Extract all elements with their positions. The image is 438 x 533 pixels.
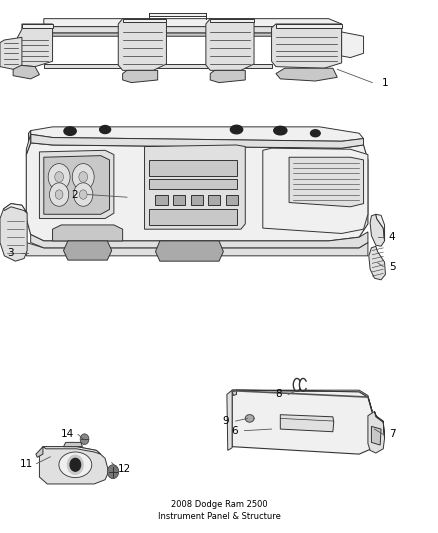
Polygon shape [39,447,109,484]
Polygon shape [245,415,254,422]
Polygon shape [64,442,82,447]
Polygon shape [44,27,342,37]
Polygon shape [263,148,368,233]
Polygon shape [369,246,385,280]
Ellipse shape [230,125,243,134]
Polygon shape [149,160,237,176]
Polygon shape [26,243,368,256]
Text: 14: 14 [61,430,74,439]
Polygon shape [210,70,245,83]
Polygon shape [31,134,364,148]
Polygon shape [342,32,364,58]
Circle shape [79,172,88,182]
Polygon shape [13,65,39,79]
Text: 6: 6 [231,426,238,435]
Text: 12: 12 [118,464,131,474]
Polygon shape [18,24,53,67]
Circle shape [49,183,69,206]
Circle shape [67,455,83,474]
Polygon shape [276,68,337,81]
Text: 4: 4 [389,232,396,242]
Polygon shape [44,19,342,32]
Circle shape [72,164,94,190]
Polygon shape [191,195,203,205]
Circle shape [107,465,119,479]
Polygon shape [31,127,364,141]
Polygon shape [206,19,254,70]
Polygon shape [232,390,372,454]
Polygon shape [149,179,237,189]
Text: 5: 5 [389,262,396,271]
Polygon shape [44,64,272,68]
Ellipse shape [274,126,287,135]
Text: 8: 8 [275,390,282,399]
Polygon shape [232,390,237,395]
Polygon shape [232,390,372,411]
Text: 11: 11 [20,459,33,469]
Circle shape [48,164,70,190]
Text: 2008 Dodge Ram 2500
Instrument Panel & Structure: 2008 Dodge Ram 2500 Instrument Panel & S… [158,500,280,521]
Circle shape [55,190,63,199]
Polygon shape [280,415,334,432]
Polygon shape [53,225,123,241]
Polygon shape [31,232,368,248]
Polygon shape [149,209,237,225]
Polygon shape [64,241,112,260]
Polygon shape [0,37,22,69]
Polygon shape [376,214,385,241]
Polygon shape [123,19,166,22]
Circle shape [79,190,87,199]
Polygon shape [155,241,223,261]
Text: 9: 9 [222,416,229,426]
Text: 1: 1 [382,78,389,87]
Ellipse shape [99,126,110,134]
Circle shape [70,458,81,471]
Polygon shape [145,145,245,229]
Polygon shape [210,19,254,22]
Polygon shape [36,447,43,457]
Polygon shape [39,150,114,219]
Text: 3: 3 [7,248,14,258]
Polygon shape [26,134,31,155]
Polygon shape [149,13,206,16]
Polygon shape [155,195,168,205]
Ellipse shape [59,452,92,478]
Polygon shape [208,195,220,205]
Polygon shape [26,143,368,241]
Polygon shape [44,33,342,40]
Circle shape [55,172,64,182]
Polygon shape [370,214,385,246]
Text: 2: 2 [71,190,78,199]
Polygon shape [272,24,342,68]
Polygon shape [289,157,364,207]
Polygon shape [374,411,385,438]
Polygon shape [227,390,232,450]
Polygon shape [4,204,27,213]
Polygon shape [368,411,385,453]
Polygon shape [22,24,53,28]
Polygon shape [44,156,110,214]
Circle shape [80,434,89,445]
Polygon shape [28,131,31,145]
Polygon shape [371,426,381,445]
Polygon shape [43,447,101,454]
Ellipse shape [311,130,320,136]
Polygon shape [0,204,27,261]
Polygon shape [276,24,342,28]
Circle shape [74,183,93,206]
Polygon shape [118,19,166,70]
Text: 7: 7 [389,430,396,439]
Polygon shape [173,195,185,205]
Polygon shape [123,70,158,83]
Ellipse shape [64,127,76,135]
Polygon shape [226,195,238,205]
